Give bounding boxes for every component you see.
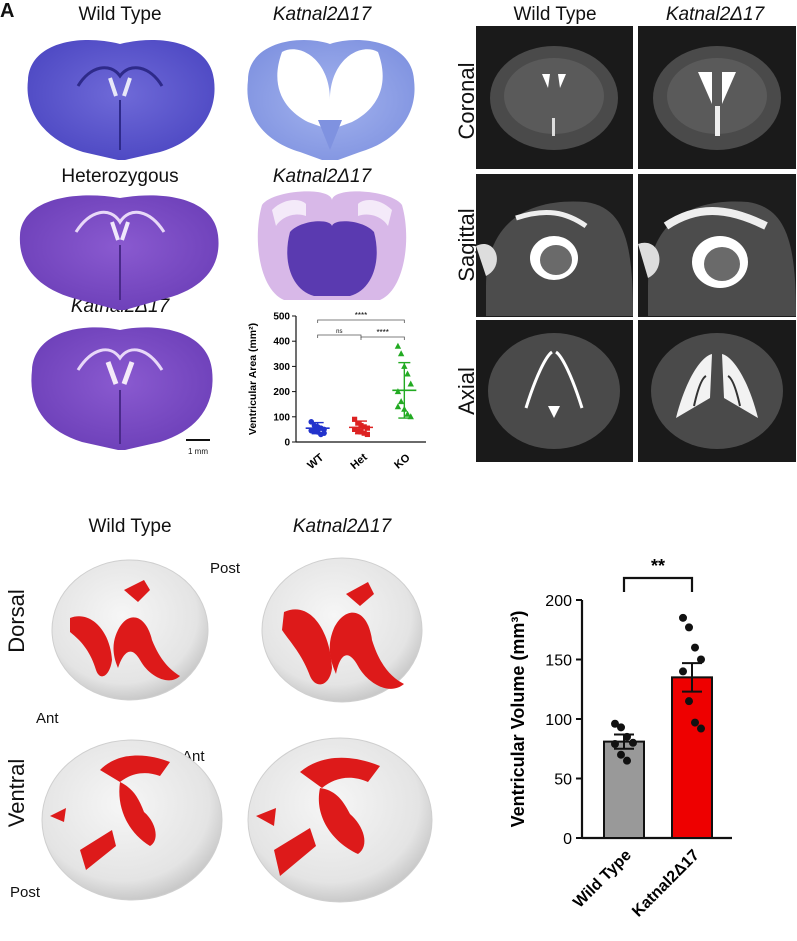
volume-data-point: [691, 718, 699, 727]
label-post-bottom: Post: [10, 884, 41, 901]
area-point-het: [352, 416, 358, 422]
volume-data-point: [629, 738, 637, 747]
area-sig-label: ****: [355, 311, 367, 320]
section-wild-type: [27, 40, 215, 160]
mri-header-katnal2: Katnal2Δ17: [665, 4, 765, 25]
area-sig-label: ns: [336, 329, 342, 335]
header-wild-type: Wild Type: [78, 4, 162, 25]
area-sig-bracket: [360, 336, 405, 340]
volume-sig-label: **: [651, 556, 665, 576]
volume-data-point: [623, 732, 631, 741]
render-header-katnal2: Katnal2Δ17: [292, 516, 392, 537]
area-point-ko: [404, 370, 411, 377]
area-point-ko: [397, 350, 405, 357]
panel-letter-a: A: [0, 0, 15, 22]
volume-data-point: [611, 739, 619, 748]
volume-data-point: [611, 719, 619, 728]
volume-data-point: [617, 723, 625, 732]
area-y-tick-label: 0: [284, 438, 290, 449]
area-point-wt: [321, 430, 327, 436]
render-dorsal-ko: [261, 557, 423, 703]
volume-data-point: [685, 697, 693, 706]
scale-bar-label: 1 mm: [188, 447, 208, 456]
section-heterozygous: [19, 195, 219, 310]
mri-sagittal-ko: [638, 174, 796, 317]
area-point-ko: [394, 342, 402, 349]
mri-axial-ko: [638, 320, 796, 462]
area-y-tick-label: 100: [273, 412, 290, 423]
render-dorsal-wt: [51, 559, 209, 701]
area-point-ko: [397, 398, 405, 405]
volume-y-tick-label: 200: [545, 593, 572, 610]
volume-data-point: [679, 613, 687, 622]
mri-grid: [476, 26, 796, 462]
label-ant-top: Ant: [36, 710, 59, 727]
area-point-het: [355, 420, 361, 426]
render-ventral-ko: [247, 737, 433, 903]
volume-data-point: [679, 667, 687, 676]
volume-data-point: [697, 655, 705, 664]
volume-y-tick-label: 100: [545, 712, 572, 729]
ventricular-area-chart: 0 100 200 300 400 500 Ventricular Area (mm²) WT…: [247, 311, 426, 472]
volume-data-point: [617, 750, 625, 759]
volume-y-label: Ventricular Volume (mm³): [508, 611, 528, 828]
label-post-top: Post: [210, 560, 241, 577]
mri-coronal-ko: [638, 26, 796, 169]
histology-sections: 1 mm: [19, 40, 415, 456]
header-katnal2-ko-2: Katnal2Δ17: [272, 166, 372, 187]
area-point-het: [364, 431, 370, 438]
area-point-ko: [404, 410, 411, 417]
volume-y-tick-label: 150: [545, 653, 572, 670]
volume-x-tick-label: Katnal2Δ17: [629, 847, 703, 921]
area-sig-bracket: [317, 319, 405, 323]
mri-sagittal-wt: [476, 174, 633, 317]
mri-header-wild-type: Wild Type: [513, 4, 597, 25]
volume-data-point: [697, 724, 705, 733]
area-point-het: [352, 426, 358, 432]
area-x-tick-label: WT: [305, 451, 326, 471]
volume-sig-bracket: [622, 576, 694, 592]
area-point-het: [355, 428, 361, 434]
volume-x-tick-label: Wild Type: [570, 847, 635, 912]
area-y-label: Ventricular Area (mm²): [247, 323, 259, 435]
area-point-ko: [407, 380, 414, 387]
volume-data-point: [623, 756, 631, 765]
volume-data-point: [691, 643, 699, 652]
volume-y-tick-label: 50: [554, 772, 572, 789]
volume-y-tick-label: 0: [563, 831, 572, 848]
panel-letter-c: C: [0, 0, 14, 23]
area-y-tick-label: 500: [273, 312, 290, 323]
area-y-tick-label: 400: [273, 337, 290, 348]
area-x-tick-label: Het: [348, 451, 370, 472]
area-sig-bracket: [317, 334, 362, 338]
render-ventral-wt: [41, 739, 223, 901]
area-y-tick-label: 200: [273, 387, 290, 398]
area-y-tick-label: 300: [273, 362, 290, 373]
volume-data-point: [685, 623, 693, 632]
header-katnal2-ko-1: Katnal2Δ17: [272, 4, 372, 25]
render-header-wild-type: Wild Type: [88, 516, 172, 537]
section-katnal2-2: [257, 191, 407, 300]
section-katnal2-1: [247, 40, 415, 160]
bar-wild-type: [603, 740, 645, 839]
header-heterozygous: Heterozygous: [61, 166, 179, 187]
ventricular-volume-chart: 0 50 100 150 200 Ventricular Volume (mm³) Wild…: [508, 556, 732, 921]
mri-coronal-wt: [476, 26, 633, 169]
area-x-tick-label: KO: [392, 452, 413, 472]
section-katnal2-3: [31, 327, 213, 450]
mri-axial-wt: [476, 320, 633, 462]
area-sig-label: ****: [376, 328, 388, 337]
3d-renderings: [41, 557, 433, 903]
area-point-ko: [394, 403, 402, 410]
